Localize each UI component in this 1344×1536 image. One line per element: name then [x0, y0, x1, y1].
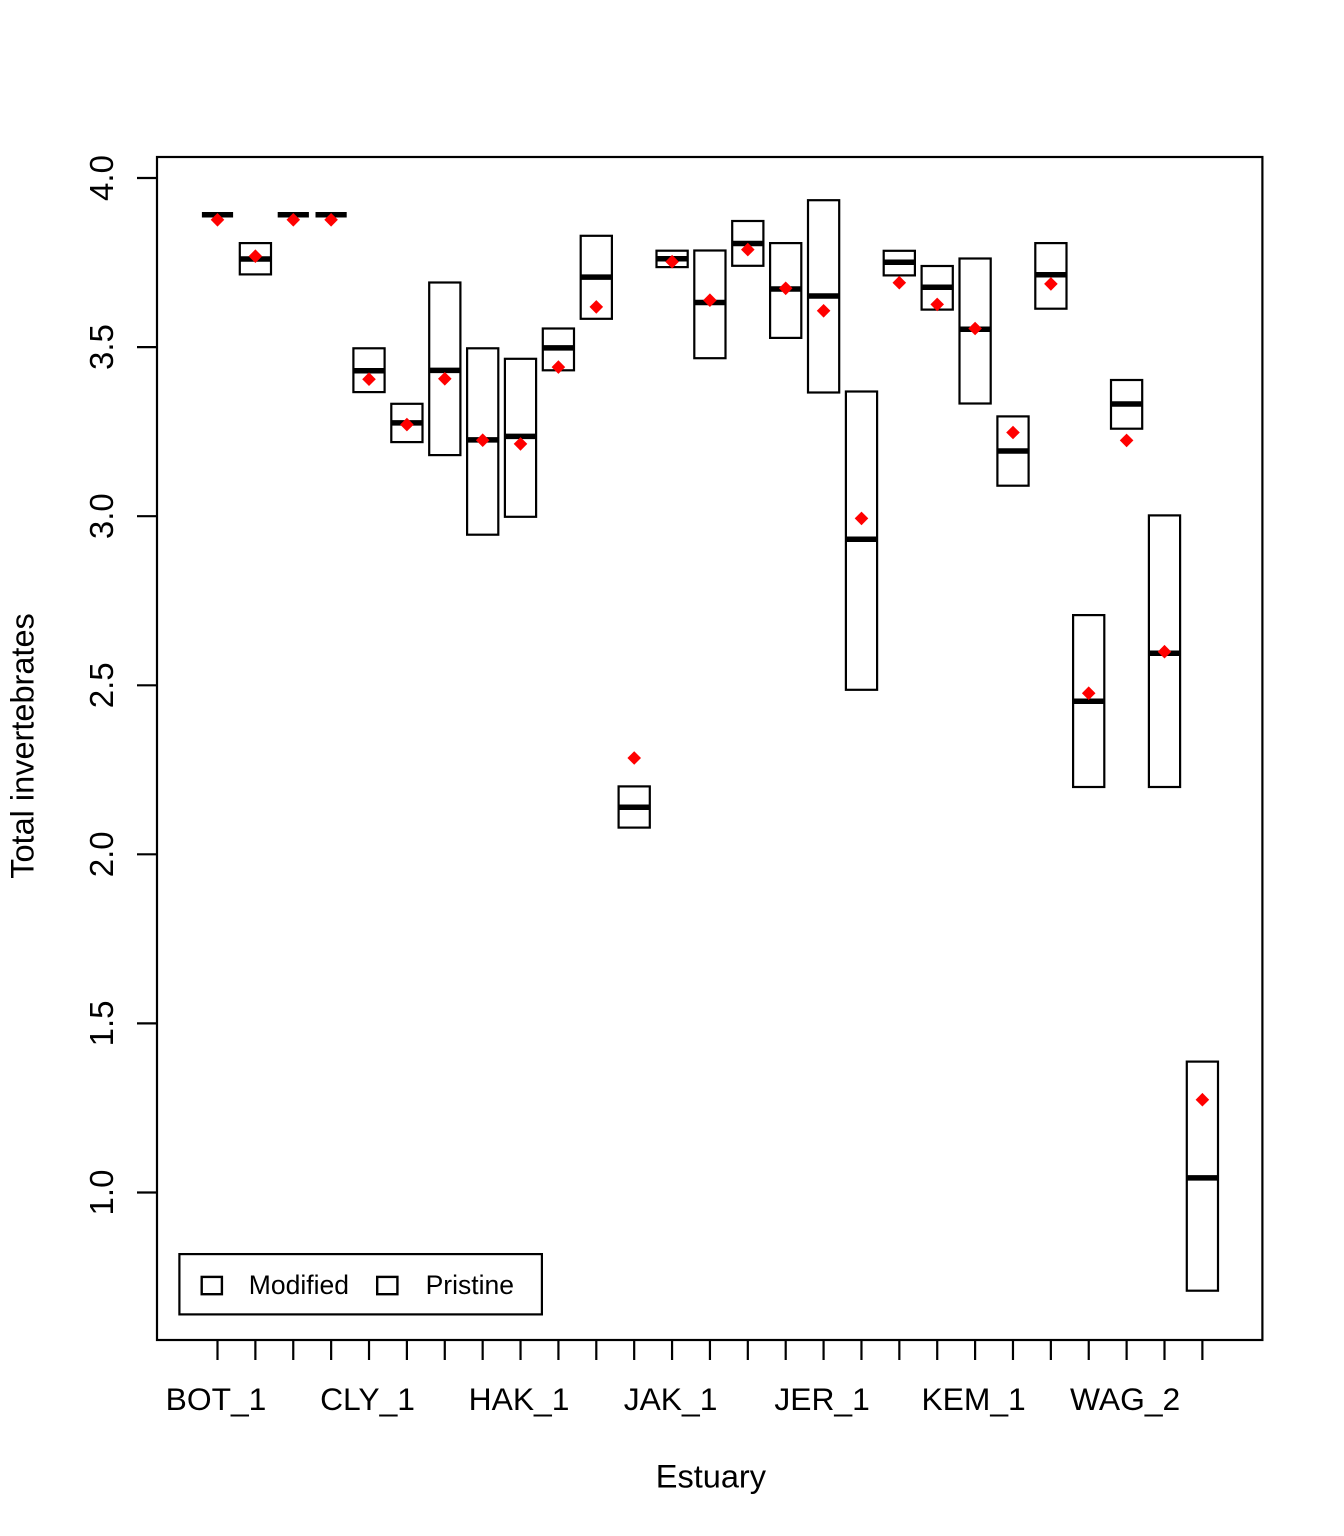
svg-text:4.0: 4.0	[83, 155, 120, 201]
svg-text:1.5: 1.5	[83, 1000, 120, 1046]
svg-text:Total invertebrates: Total invertebrates	[5, 613, 41, 879]
svg-text:3.0: 3.0	[83, 493, 120, 539]
svg-text:3.5: 3.5	[83, 324, 120, 370]
svg-text:JER_1: JER_1	[774, 1381, 869, 1417]
svg-text:HAK_1: HAK_1	[469, 1381, 570, 1417]
svg-text:2.5: 2.5	[83, 662, 120, 708]
svg-text:1.0: 1.0	[83, 1170, 120, 1216]
svg-text:KEM_1: KEM_1	[921, 1381, 1025, 1417]
svg-text:2.0: 2.0	[83, 831, 120, 877]
svg-text:BOT_1: BOT_1	[166, 1381, 267, 1417]
svg-text:WAG_2: WAG_2	[1070, 1381, 1180, 1417]
svg-text:CLY_1: CLY_1	[320, 1381, 415, 1417]
svg-text:Estuary: Estuary	[656, 1459, 767, 1495]
svg-text:Modified: Modified	[249, 1270, 349, 1300]
svg-text:Pristine: Pristine	[426, 1270, 514, 1300]
svg-text:JAK_1: JAK_1	[624, 1381, 718, 1417]
